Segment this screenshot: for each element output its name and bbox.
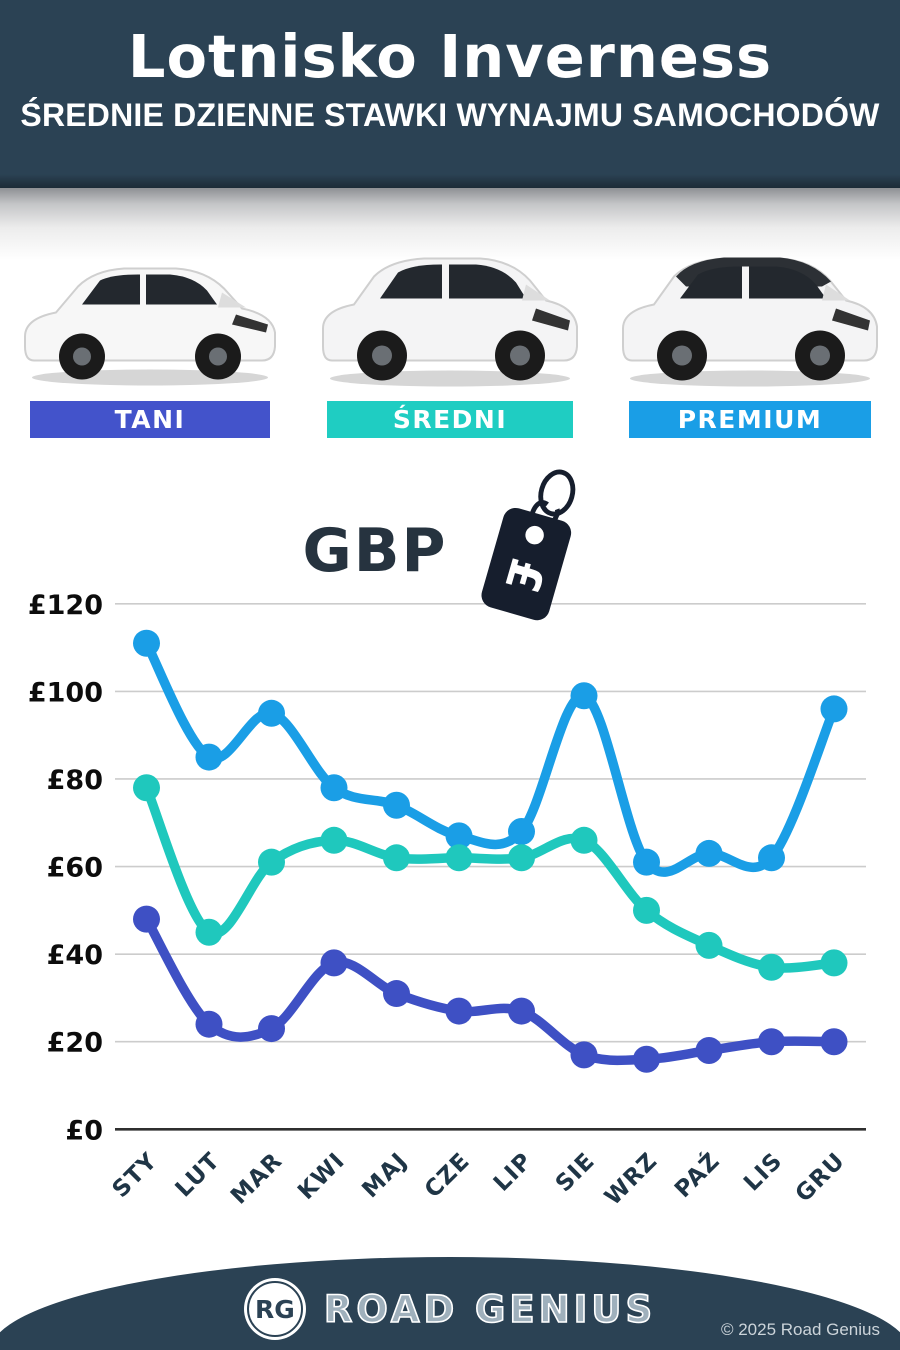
- currency-badge: GBP £: [0, 458, 900, 628]
- rental-rates-line-chart: £0 £20 £40 £60 £80 £100 £120 STY LUT MAR KWI MAJ CZE…: [28, 590, 866, 1211]
- header-banner: Lotnisko Inverness ŚREDNIE DZIENNE STAWK…: [0, 0, 900, 188]
- svg-text:KWI: KWI: [293, 1148, 350, 1205]
- hatchback-car-image: [24, 267, 276, 386]
- currency-label: GBP: [302, 516, 448, 586]
- page-title: Lotnisko Inverness: [127, 22, 773, 91]
- category-premium: PREMIUM: [600, 238, 900, 448]
- svg-text:SIE: SIE: [551, 1148, 600, 1197]
- svg-text:MAR: MAR: [226, 1148, 288, 1210]
- price-tag-icon: £: [481, 469, 576, 621]
- svg-text:GRU: GRU: [791, 1148, 851, 1208]
- svg-text:LIP: LIP: [489, 1148, 538, 1197]
- category-label-tani: TANI: [30, 401, 270, 438]
- brand-wordmark: ROAD GENIUS: [323, 1287, 657, 1332]
- category-sredni: ŚREDNI: [300, 238, 600, 448]
- brand-logo-initials: RG: [254, 1294, 295, 1324]
- svg-text:£60: £60: [47, 853, 103, 884]
- category-label-sredni: ŚREDNI: [327, 401, 573, 438]
- svg-text:LIS: LIS: [739, 1148, 788, 1197]
- svg-text:£40: £40: [47, 940, 103, 971]
- svg-text:£20: £20: [47, 1028, 103, 1059]
- svg-text:WRZ: WRZ: [600, 1148, 663, 1211]
- suv-car-image: [322, 257, 578, 387]
- svg-text:LUT: LUT: [171, 1148, 226, 1203]
- svg-text:PAŹ: PAŹ: [669, 1146, 726, 1203]
- car-categories-row: TANI ŚREDNI: [0, 238, 900, 448]
- svg-text:£100: £100: [28, 677, 103, 708]
- copyright-text: © 2025 Road Genius: [720, 1320, 880, 1339]
- footer-brand-row: RG ROAD GENIUS: [0, 1268, 900, 1350]
- brand-logo-ring: RG: [246, 1281, 303, 1337]
- svg-text:STY: STY: [108, 1148, 163, 1203]
- luxury-suv-car-image: [622, 257, 878, 387]
- svg-text:£0: £0: [65, 1115, 103, 1146]
- svg-text:CZE: CZE: [420, 1148, 475, 1203]
- category-tani: TANI: [0, 238, 300, 448]
- brand-logo-circle: RG: [243, 1278, 306, 1340]
- svg-text:MAJ: MAJ: [357, 1148, 412, 1203]
- page-subtitle: ŚREDNIE DZIENNE STAWKI WYNAJMU SAMOCHODÓ…: [20, 97, 880, 133]
- category-label-premium: PREMIUM: [629, 401, 871, 438]
- svg-text:£120: £120: [28, 590, 103, 621]
- svg-text:£80: £80: [47, 765, 103, 796]
- metal-gradient-band: [0, 188, 900, 260]
